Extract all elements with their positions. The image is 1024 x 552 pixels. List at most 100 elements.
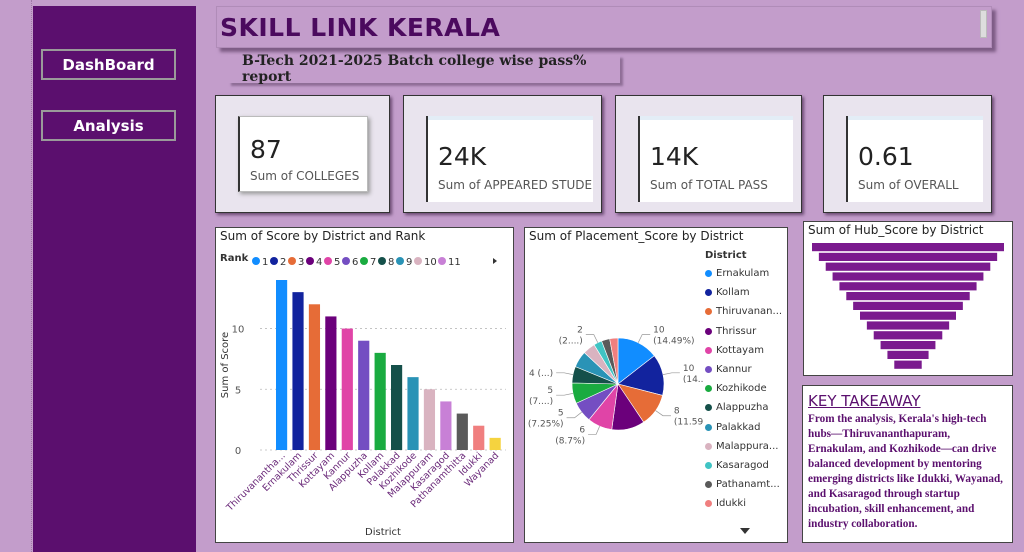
pie-data-label: 5 xyxy=(547,386,553,396)
legend-marker xyxy=(306,257,314,265)
legend-marker xyxy=(705,404,712,412)
legend-label: 11 xyxy=(448,257,461,268)
pie-data-label: (11.59%) xyxy=(674,418,703,428)
chart-title: Sum of Score by District and Rank xyxy=(220,229,426,243)
sidebar: DashBoard Analysis xyxy=(33,6,196,552)
legend-scroll-down-icon[interactable] xyxy=(740,528,750,536)
pie-legend-item[interactable]: Thiruvanan... xyxy=(705,306,782,317)
legend-marker xyxy=(288,257,296,265)
chart-title: Sum of Placement_Score by District xyxy=(529,229,744,243)
legend-label: Ernakulam xyxy=(716,268,770,279)
x-axis-title: District xyxy=(365,527,401,538)
analysis-nav-button[interactable]: Analysis xyxy=(41,110,176,141)
bar xyxy=(391,365,403,450)
kpi-card-colleges: 87 Sum of COLLEGES xyxy=(215,95,390,213)
bar xyxy=(473,425,485,450)
funnel-bar xyxy=(812,243,1004,252)
bar xyxy=(489,437,501,450)
legend-marker xyxy=(705,327,712,335)
legend-marker xyxy=(705,500,712,508)
pie-legend-item[interactable]: Malappura... xyxy=(705,441,778,452)
pie-data-label: 4 (...) xyxy=(529,369,553,379)
left-margin-strip xyxy=(0,0,32,552)
chart-legend-title: Rank xyxy=(220,253,249,264)
pie-data-label: 5 xyxy=(558,409,564,419)
legend-label: Kozhikode xyxy=(716,383,767,395)
bar xyxy=(341,328,353,450)
pie-legend-item[interactable]: Kasaragod xyxy=(705,460,769,471)
pie-leader-line xyxy=(655,410,671,417)
bar xyxy=(456,413,468,450)
legend-label: Kollam xyxy=(716,287,750,299)
funnel-bar xyxy=(839,282,977,291)
pie-data-label: (7....) xyxy=(529,397,553,407)
pie-legend-item[interactable]: Palakkad xyxy=(705,422,761,433)
placement-score-pie-chart: Sum of Placement_Score by District Distr… xyxy=(524,227,788,543)
legend-label: 2 xyxy=(280,257,286,268)
pie-legend-item[interactable]: Pathanamt... xyxy=(705,479,780,490)
pie-leader-line xyxy=(662,372,680,375)
pie-leader-line xyxy=(556,393,574,396)
kpi-label: Sum of TOTAL PASS xyxy=(650,178,768,192)
dashboard-nav-button[interactable]: DashBoard xyxy=(41,49,176,80)
funnel-bar xyxy=(860,311,956,320)
legend-label: Thrissur xyxy=(716,325,757,337)
funnel-bar xyxy=(832,272,984,281)
legend-marker xyxy=(705,462,712,469)
pie-leader-line xyxy=(588,426,600,435)
pie-data-label: 6 xyxy=(579,425,585,435)
bar xyxy=(308,304,321,450)
kpi-value: 14K xyxy=(650,142,699,171)
legend-marker xyxy=(438,257,446,265)
legend-marker xyxy=(705,308,712,316)
legend-marker xyxy=(705,385,712,393)
pie-legend-item[interactable]: Kozhikode xyxy=(705,383,767,394)
legend-label: Kannur xyxy=(716,364,752,375)
pie-chart-svg: 10(14.49%)10(14....)8(11.59%)6(8.7%)5(7.… xyxy=(528,326,703,447)
scrollbar-thumb[interactable] xyxy=(980,10,987,38)
y-tick-label: 10 xyxy=(232,325,245,336)
legend-marker xyxy=(705,346,712,354)
y-tick-label: 0 xyxy=(235,446,241,457)
pie-legend-item[interactable]: Kollam xyxy=(705,287,750,298)
legend-label: 8 xyxy=(388,257,394,268)
pie-legend-item[interactable]: Idukki xyxy=(705,498,746,509)
pie-leader-line xyxy=(637,334,651,343)
pie-data-label: 2 xyxy=(577,326,583,336)
funnel-bar xyxy=(846,292,970,301)
y-tick-label: 5 xyxy=(235,385,241,396)
chart-title: Sum of Hub_Score by District xyxy=(808,223,984,237)
y-axis-title: Sum of Score xyxy=(220,332,231,398)
bar xyxy=(358,340,370,450)
kpi-card-total-pass: 14K Sum of TOTAL PASS xyxy=(615,95,802,213)
legend-label: Thiruvanan... xyxy=(716,306,783,318)
pie-legend-item[interactable]: Ernakulam xyxy=(705,268,769,279)
bar xyxy=(374,352,386,450)
legend-label: 9 xyxy=(406,257,412,268)
legend-marker xyxy=(378,257,386,265)
legend-marker xyxy=(324,257,332,265)
pie-legend-item[interactable]: Alappuzha xyxy=(705,402,769,413)
funnel-bar xyxy=(873,331,943,340)
kpi-value: 0.61 xyxy=(858,142,914,171)
takeaway-title: KEY TAKEAWAY xyxy=(808,392,921,410)
legend-marker xyxy=(270,257,278,265)
legend-marker xyxy=(705,442,712,450)
legend-label: 5 xyxy=(334,257,340,268)
bar xyxy=(440,401,452,450)
key-takeaway-panel: KEY TAKEAWAY From the analysis, Kerala's… xyxy=(802,385,1013,543)
funnel-bar xyxy=(818,252,998,261)
bar xyxy=(407,377,419,450)
pie-data-label: (14.49%) xyxy=(653,337,694,347)
pie-leader-line xyxy=(556,372,574,375)
legend-label: Palakkad xyxy=(716,421,761,433)
funnel-bar xyxy=(880,341,936,350)
pie-legend-item[interactable]: Kottayam xyxy=(705,345,764,356)
pie-legend-item[interactable]: Thrissur xyxy=(705,326,756,337)
legend-marker xyxy=(705,423,712,431)
score-by-district-chart: Sum of Score by District and Rank Rank 1… xyxy=(215,227,514,543)
legend-label: 6 xyxy=(352,257,358,268)
legend-label: Malappura... xyxy=(716,440,779,452)
legend-marker xyxy=(414,257,422,265)
pie-legend-item[interactable]: Kannur xyxy=(705,364,752,375)
